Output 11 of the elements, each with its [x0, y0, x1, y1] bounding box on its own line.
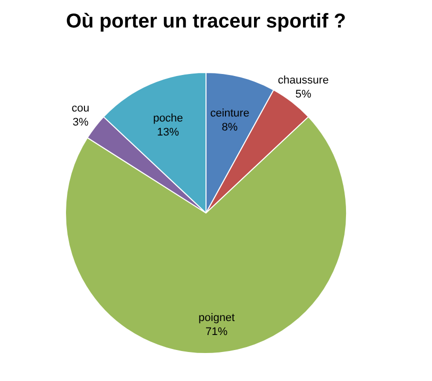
data-label: 5%	[295, 88, 312, 101]
slice-label: ceinture	[210, 107, 250, 120]
slice-label: poignet	[198, 312, 235, 324]
data-label: 3%	[72, 116, 89, 129]
data-label: 13%	[157, 126, 180, 138]
slice-label: cou	[72, 102, 90, 115]
slice-label: poche	[153, 112, 184, 124]
data-label: 71%	[206, 326, 228, 338]
chart-title: Où porter un traceur sportif ?	[66, 10, 346, 33]
slice-label: chaussure	[278, 74, 329, 87]
data-label: 8%	[222, 121, 238, 134]
